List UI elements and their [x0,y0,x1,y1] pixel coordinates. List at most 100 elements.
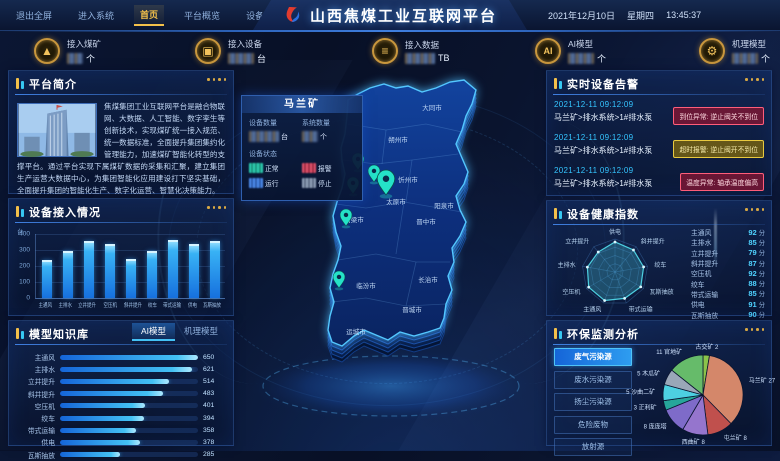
y-tick: 200 [19,262,30,270]
pin-shadow [334,287,344,291]
health-name: 带式运输 [691,291,719,299]
env-menu-item-废气污染源[interactable]: 废气污染源 [554,348,632,366]
bar-空压机 [104,243,115,298]
bar-供电 [188,243,199,298]
map-pin-4[interactable] [339,208,353,229]
knowledge-label: 供电 [41,440,55,448]
map-internal-borders [331,123,463,307]
health-row: 立井提升 79 分 [691,248,765,258]
nav-item-2[interactable]: 首页 [134,4,165,26]
knowledge-value: 514 [203,377,215,385]
env-menu: 废气污染源废水污染源扬尘污染源危险废物放射源 [554,348,632,456]
intro-body: 焦煤集团工业互联网平台是融合物联网、大数据、人工智能、数字孪生等创新技术，实现煤… [9,94,233,204]
redacted-value [249,163,263,173]
knowledge-row: 空压机 401 [17,400,225,412]
health-name: 斜井提升 [691,261,719,269]
knowledge-bar [60,403,146,409]
field-label: 系统数量 [302,120,330,127]
mine-tooltip[interactable]: 马兰矿 设备数量 台 系统数量 个 设备状态 正常 报警 运行 停止 [241,95,363,201]
knowledge-value: 394 [203,414,215,422]
tab-AI模型[interactable]: AI模型 [131,323,175,341]
knowledge-bar [60,427,137,433]
knowledge-row: 斜井提升 483 [17,388,225,400]
health-unit: 分 [758,291,765,299]
x-tick-label: 主排水 [58,303,72,309]
alarm-row[interactable]: 2021-12-11 09:12:09 马兰矿>排水系统>1#排水泵 超时报警: 逆… [554,133,764,166]
city-label-长治市: 长治市 [418,275,438,284]
panel-realtime-alarms: 实时设备告警 2021-12-11 09:12:09 马兰矿>排水系统>1#排水泵… [546,70,772,196]
radar-spoke [614,265,648,273]
health-unit: 分 [758,312,765,320]
alarm-time: 2021-12-11 09:12:09 [554,166,634,175]
stat-item-1: ▣ 接入设备台 [195,36,266,66]
dots-decor [745,328,764,331]
page-title: 山西焦煤工业互联网平台 [309,7,498,25]
knowledge-track [60,415,198,421]
knowledge-label: 立井提升 [27,379,55,387]
tab-机理模型[interactable]: 机理模型 [183,326,218,336]
knowledge-row: 带式运输 358 [17,424,225,436]
weekday-text: 星期四 [627,10,655,21]
knowledge-value: 621 [203,365,215,373]
radar-axis-label: 瓦斯抽放 [650,288,674,296]
stat-item-0: ▲ 接入煤矿个 [34,36,101,66]
alarm-row[interactable]: 2021-12-11 09:12:09 马兰矿>排水系统>1#排水泵 到位异常: 逆… [554,100,764,133]
health-score: 79 [748,248,757,258]
knowledge-label: 瓦斯抽放 [27,452,55,460]
pin-hole [382,175,390,182]
field-unit: 台 [281,133,288,141]
panel-device-access: 设备接入情况 台 400 300 200 100 0 主通风 主排水 立井提升 空压机 斜井提升… [8,198,234,316]
redacted-value [249,131,279,142]
redacted-value [732,52,758,64]
env-menu-item-放射源[interactable]: 放射源 [554,438,632,456]
map-pin-5[interactable] [332,270,346,291]
radar-point [585,265,589,269]
pie-slice-马兰矿 [702,355,744,425]
knowledge-value: 285 [203,451,215,459]
city-label-临汾市: 临汾市 [356,281,376,290]
y-tick: 400 [19,230,30,238]
knowledge-label: 空压机 [34,403,55,411]
radar-grid [582,238,648,304]
radar-axis-label: 斜井提升 [641,237,665,245]
alarm-path: 马兰矿>排水系统>1#排水泵 [554,113,653,122]
dots-decor [207,206,226,209]
radar-point [639,285,643,289]
panel-title: 环保监测分析 [567,328,639,341]
radar-point [623,296,626,300]
health-unit: 分 [758,270,765,278]
env-menu-item-扬尘污染源[interactable]: 扬尘污染源 [554,393,632,411]
nav-item-0[interactable]: 退出全屏 [16,10,53,21]
health-name: 绞车 [691,281,705,289]
bar-带式运输 [167,240,178,298]
health-unit: 分 [758,301,765,309]
pin-shape [376,169,396,196]
pie-label: 8 庞庞塔 [644,422,667,430]
stat-value: TB [405,52,450,64]
radar-spoke [603,271,616,304]
x-tick-label: 斜井提升 [123,303,142,309]
stat-unit: 个 [86,53,96,64]
stat-label: 机理模型 [732,38,767,49]
pin-shadow [379,194,393,199]
env-menu-item-危险废物[interactable]: 危险废物 [554,415,632,434]
map-pin-3[interactable] [376,169,396,199]
env-menu-item-废水污染源[interactable]: 废水污染源 [554,370,632,389]
alarm-row[interactable]: 2021-12-11 09:12:09 马兰矿>排水系统>1#排水泵 温度异常: 轴… [554,166,764,199]
city-label-吕梁市: 吕梁市 [344,215,364,224]
health-row: 空压机 92 分 [691,268,765,279]
pin-shadow [369,181,379,185]
knowledge-bar [60,366,192,372]
nav-item-1[interactable]: 进入系统 [78,10,115,21]
health-unit: 分 [758,250,765,258]
mine-icon: ▲ [34,38,60,64]
panel-accent-icon [554,208,562,219]
knowledge-bar [60,452,121,458]
nav-item-3[interactable]: 平台概览 [184,10,221,21]
panel-title: 实时设备告警 [567,78,639,91]
panel-accent-icon [554,328,562,339]
knowledge-track [60,427,198,433]
x-tick-label: 瓦斯抽放 [203,303,222,309]
